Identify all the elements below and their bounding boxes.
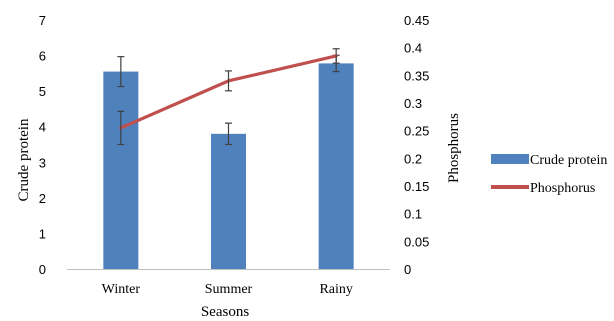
left-tick-label: 7: [39, 13, 46, 28]
right-tick-label: 0.35: [404, 68, 429, 83]
bar-error-bars: [117, 54, 340, 146]
bar-error-summer: [225, 122, 232, 146]
line-series-phosphorus: [119, 54, 338, 130]
right-tick-label: 0.15: [404, 179, 429, 194]
legend-swatch-crude-protein: [491, 154, 529, 164]
left-tick-label: 0: [39, 262, 46, 277]
right-tick-label: 0.3: [404, 96, 422, 111]
right-axis-ticks: 0 0.05 0.1 0.15 0.2 0.25 0.3 0.35 0.4 0.45: [404, 13, 429, 277]
x-axis-title: Seasons: [201, 304, 249, 320]
right-tick-label: 0.1: [404, 207, 422, 222]
bar-rainy: [318, 63, 354, 270]
bar-series-crude-protein: [103, 63, 354, 270]
left-tick-label: 4: [39, 120, 46, 135]
left-tick-label: 3: [39, 155, 46, 170]
legend-label-crude-protein: Crude protein: [530, 153, 607, 168]
y-axis-title-right: Phosphorus: [446, 113, 462, 183]
legend-label-phosphorus: Phosphorus: [530, 181, 595, 196]
left-axis-ticks: 0 1 2 3 4 5 6 7: [39, 13, 46, 277]
x-tick-label: Rainy: [319, 282, 352, 297]
x-tick-label: Summer: [205, 282, 253, 297]
y-axis-title-left: Crude protein: [16, 118, 32, 201]
right-tick-label: 0.05: [404, 234, 429, 249]
left-tick-label: 2: [39, 191, 46, 206]
line-error-winter: [117, 110, 125, 146]
right-tick-label: 0.2: [404, 151, 422, 166]
left-tick-label: 6: [39, 49, 46, 64]
right-tick-label: 0: [404, 262, 411, 277]
bar-summer: [211, 133, 246, 269]
legend: Crude protein Phosphorus: [491, 153, 607, 196]
right-tick-label: 0.45: [404, 13, 429, 28]
bar-winter: [103, 71, 139, 269]
x-tick-label: Winter: [102, 282, 141, 297]
x-axis-ticks: Winter Summer Rainy: [102, 282, 353, 297]
right-tick-label: 0.4: [404, 41, 422, 56]
bar-error-winter: [117, 56, 125, 88]
phosphorus-line: [119, 54, 338, 130]
line-error-bars: [117, 48, 340, 146]
right-tick-label: 0.25: [404, 124, 429, 139]
left-tick-label: 1: [39, 226, 46, 241]
line-error-rainy: [332, 48, 340, 64]
line-error-summer: [225, 70, 232, 92]
left-tick-label: 5: [39, 84, 46, 99]
